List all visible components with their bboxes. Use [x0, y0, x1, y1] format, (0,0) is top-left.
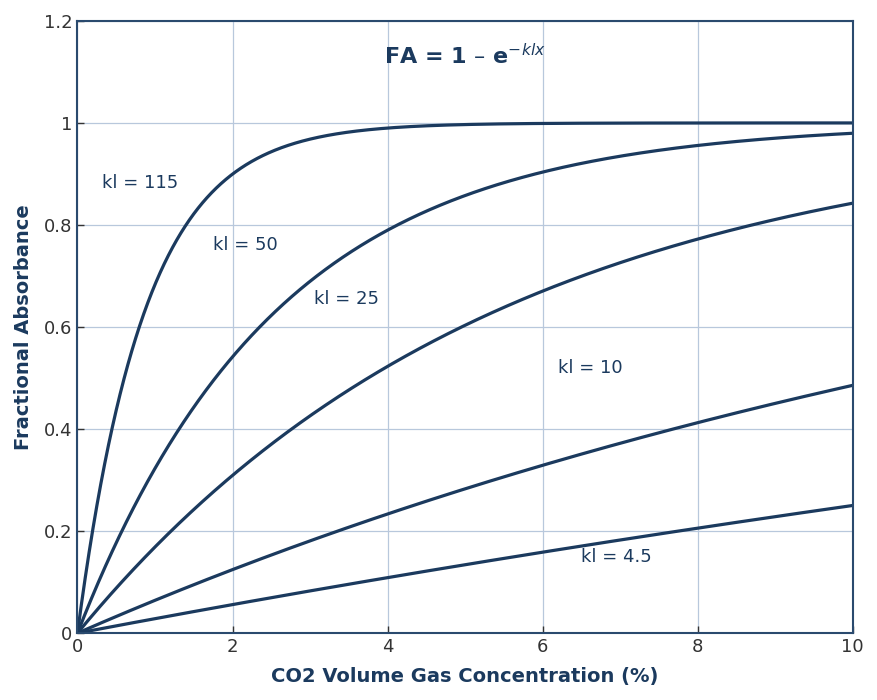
X-axis label: CO2 Volume Gas Concentration (%): CO2 Volume Gas Concentration (%): [271, 667, 658, 686]
Text: kl = 4.5: kl = 4.5: [581, 547, 652, 566]
Text: kl = 50: kl = 50: [213, 237, 278, 255]
Text: kl = 115: kl = 115: [103, 174, 178, 193]
Text: kl = 10: kl = 10: [558, 359, 622, 377]
Text: kl = 25: kl = 25: [314, 290, 379, 308]
Text: FA = 1 – e$^{-klx}$: FA = 1 – e$^{-klx}$: [384, 43, 545, 69]
Y-axis label: Fractional Absorbance: Fractional Absorbance: [14, 204, 32, 450]
